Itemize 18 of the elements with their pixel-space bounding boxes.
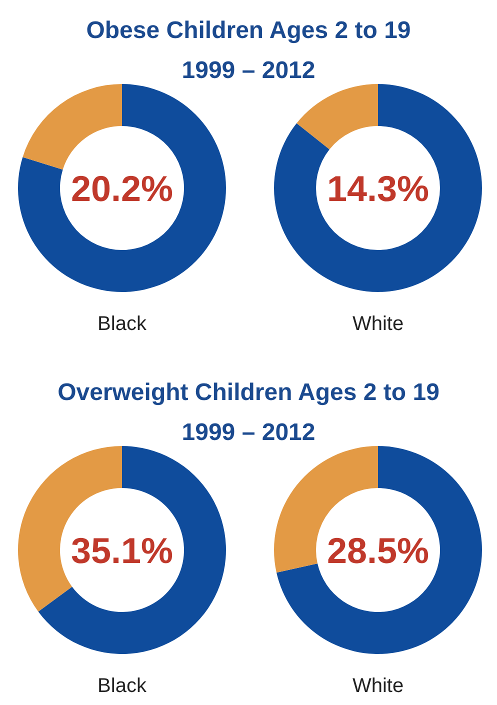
chart-title: Overweight Children Ages 2 to 19 [58,379,440,406]
text: 35.1% [70,530,174,571]
chart-title: Obese Children Ages 2 to 19 [86,17,411,44]
text: White [352,313,404,335]
text: Black [98,313,148,335]
text: 28.5% [326,530,430,571]
text: White [352,675,404,697]
text: 20.2% [70,168,174,209]
donut-slice [274,84,482,292]
donut-slice [18,84,226,292]
text: Black [98,675,148,697]
text: 14.3% [326,168,430,209]
donut-slice [38,446,226,654]
chart-subtitle: 1999 – 2012 [182,419,316,446]
chart-subtitle: 1999 – 2012 [182,57,316,84]
donut-slice [296,84,378,150]
donut-slice [22,84,122,170]
donut-slice [276,446,482,654]
